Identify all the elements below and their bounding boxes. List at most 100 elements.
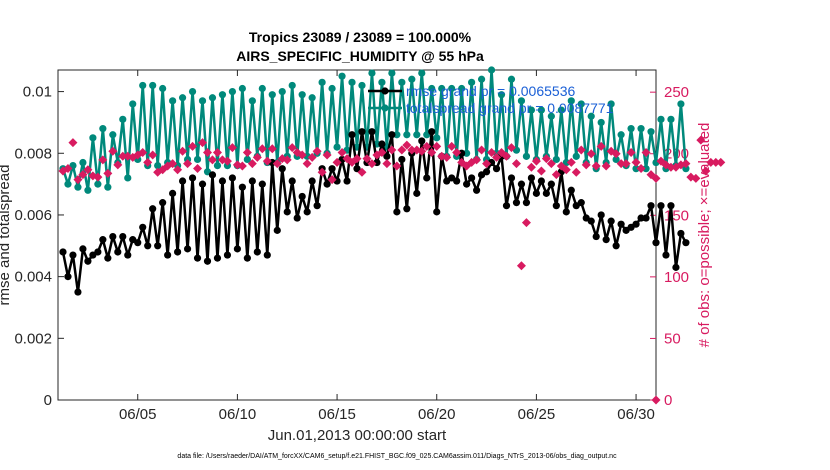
totalspread-point (308, 94, 316, 102)
obs-evaluated-point (442, 152, 452, 162)
rmse-point (537, 177, 545, 185)
x-axis: 06/05 06/10 06/15 06/20 06/25 06/30 (119, 70, 655, 423)
totalspread-point (572, 152, 580, 160)
obs-evaluated-point (272, 159, 282, 169)
rmse-point (383, 152, 391, 160)
totalspread-point (458, 84, 466, 93)
obs-evaluated-point (317, 167, 327, 177)
rmse-point (84, 257, 92, 265)
y-right-tick-label: 150 (664, 207, 689, 224)
y-axis-right-label: # of obs: o=possible; ×=evaluated (696, 123, 713, 348)
totalspread-point (408, 75, 416, 83)
totalspread-point (557, 106, 565, 114)
rmse-point (612, 242, 620, 250)
obs-evaluated-point (138, 148, 148, 157)
legend-rmse-label: rmse grand pr = 0.0065536 (406, 83, 575, 99)
obs-evaluated-point (207, 155, 217, 165)
rmse-point (468, 174, 476, 182)
totalspread-point (448, 84, 456, 93)
totalspread-point (288, 81, 296, 90)
totalspread-point (119, 115, 127, 123)
rmse-point (403, 205, 411, 213)
rmse-point (283, 208, 291, 216)
totalspread-point (64, 180, 72, 188)
totalspread-point (393, 131, 401, 139)
totalspread-point (154, 162, 162, 170)
rmse-point (507, 174, 516, 182)
rmse-point (492, 165, 501, 173)
series-obs-possible (651, 395, 661, 405)
obs-evaluated-point (357, 167, 367, 177)
totalspread-point (463, 149, 471, 157)
rmse-point (607, 217, 615, 225)
obs-evaluated-point (73, 175, 83, 185)
rmse-point (343, 177, 351, 185)
obs-evaluated-point (666, 162, 676, 172)
obs-evaluated-point (312, 146, 322, 156)
chart-title-line1: Tropics 23089 / 23089 = 100.000% (249, 29, 472, 45)
totalspread-point (378, 78, 386, 86)
rmse-point (109, 232, 117, 241)
legend: rmse grand pr = 0.0065536 totalspread gr… (368, 83, 614, 116)
rmse-point (169, 189, 177, 197)
rmse-point (602, 236, 610, 244)
obs-evaluated-point (402, 140, 412, 150)
rmse-point (79, 245, 87, 253)
totalspread-point (637, 124, 645, 133)
totalspread-point (149, 81, 157, 90)
totalspread-point (527, 106, 536, 114)
x-tick-label: 06/10 (219, 406, 257, 423)
rmse-point (308, 177, 316, 185)
obs-evaluated-point (247, 159, 257, 169)
obs-evaluated-point (701, 166, 711, 176)
totalspread-point (298, 91, 306, 99)
rmse-point (298, 192, 306, 201)
obs-evaluated-point (198, 138, 208, 148)
obs-evaluated-point (382, 159, 392, 169)
obs-evaluated-point (566, 157, 576, 167)
totalspread-point (99, 124, 107, 133)
obs-evaluated-point (472, 155, 482, 165)
rmse-point (188, 174, 197, 182)
obs-evaluated-point (526, 162, 536, 172)
rmse-point (682, 239, 690, 247)
rmse-point (547, 180, 555, 188)
obs-evaluated-point (352, 154, 362, 164)
obs-evaluated-point (98, 155, 108, 165)
obs-evaluated-point (482, 159, 492, 169)
obs-evaluated-point (452, 148, 462, 157)
obs-evaluated-point (516, 261, 526, 271)
obs-evaluated-point (362, 154, 372, 164)
rmse-point (378, 140, 386, 148)
obs-evaluated-point (257, 144, 267, 154)
obs-evaluated-point (183, 159, 193, 169)
obs-evaluated-point (252, 152, 262, 162)
totalspread-point (129, 100, 137, 108)
y-left-tick-label: 0.008 (14, 145, 52, 162)
totalspread-point (587, 112, 595, 120)
rmse-point (532, 189, 541, 197)
totalspread-point (79, 158, 87, 167)
footnote: data file: /Users/raeder/DAI/ATM_forcXX/… (177, 453, 617, 460)
rmse-point (652, 239, 660, 247)
rmse-point (223, 251, 232, 259)
obs-evaluated-point (203, 148, 212, 157)
totalspread-point (403, 131, 411, 139)
rmse-point (348, 131, 356, 139)
obs-evaluated-point (427, 148, 437, 157)
totalspread-point (208, 94, 217, 102)
rmse-point (149, 205, 157, 213)
obs-evaluated-point (242, 148, 252, 157)
rmse-point (263, 251, 271, 259)
totalspread-point (667, 115, 675, 123)
obs-evaluated-point (212, 148, 222, 157)
totalspread-point (104, 183, 112, 191)
rmse-point (183, 245, 192, 253)
totalspread-point (657, 115, 665, 123)
totalspread-point (213, 162, 222, 170)
obs-evaluated-point (706, 157, 716, 167)
obs-evaluated-point (536, 166, 546, 176)
rmse-point (243, 254, 251, 262)
rmse-point (637, 214, 645, 222)
obs-evaluated-point (631, 157, 641, 167)
